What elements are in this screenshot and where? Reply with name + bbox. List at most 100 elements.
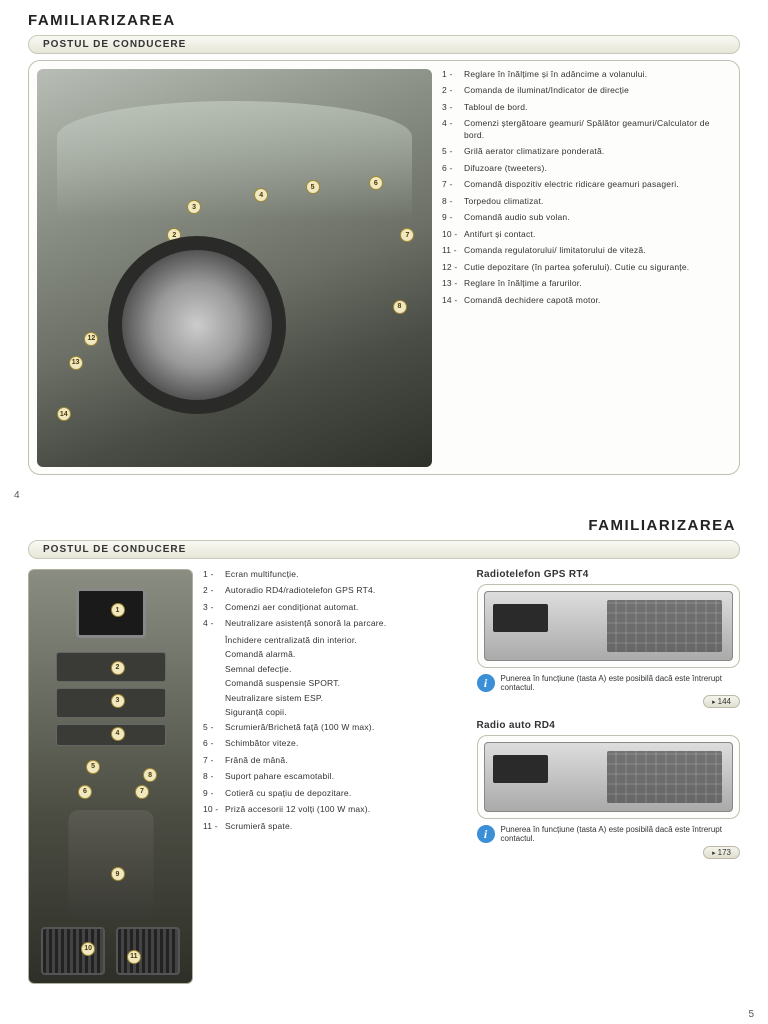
legend-number: 10 -	[442, 229, 464, 240]
legend-item: 7 -Comandă dispozitiv electric ridicare …	[442, 179, 731, 190]
legend-number: 4 -	[203, 618, 225, 629]
info-icon: i	[477, 674, 495, 692]
legend-subitem: Comandă suspensie SPORT.	[225, 678, 467, 689]
legend-item: 8 -Torpedou climatizat.	[442, 196, 731, 207]
legend-text: Torpedou climatizat.	[464, 196, 731, 207]
legend-item: 10 -Priză accesorii 12 volți (100 W max)…	[203, 804, 467, 815]
callout-marker: 10	[81, 942, 95, 956]
legend-text: Comanda de iluminat/Indicator de direcți…	[464, 85, 731, 96]
legend-number: 14 -	[442, 295, 464, 306]
legend-item: 3 -Tabloul de bord.	[442, 102, 731, 113]
legend-number: 7 -	[442, 179, 464, 190]
legend-text: Reglare în înălțime a farurilor.	[464, 278, 731, 289]
radio-rt4-illustration	[484, 591, 734, 661]
section-header: POSTUL DE CONDUCERE	[28, 35, 740, 54]
legend-number: 12 -	[442, 262, 464, 273]
callout-marker: 12	[84, 332, 98, 346]
legend-text: Scrumieră/Brichetă față (100 W max).	[225, 722, 467, 733]
legend-item: 1 -Ecran multifuncție.	[203, 569, 467, 580]
callout-marker: 6	[78, 785, 92, 799]
info-icon: i	[477, 825, 495, 843]
legend-text: Comanda regulatorului/ limitatorului de …	[464, 245, 731, 256]
callout-marker: 1	[111, 603, 125, 617]
legend-text: Comenzi ștergătoare geamuri/ Spălător ge…	[464, 118, 731, 141]
callout-marker: 3	[111, 694, 125, 708]
info-note: i Punerea în funcțiune (tasta A) este po…	[477, 674, 741, 692]
section-header: POSTUL DE CONDUCERE	[28, 540, 740, 559]
legend-number: 2 -	[442, 85, 464, 96]
radio-rt4-box	[477, 584, 741, 668]
legend-item: 10 -Antifurt și contact.	[442, 229, 731, 240]
armrest	[68, 810, 153, 920]
radio-rd4-title: Radio auto RD4	[477, 720, 741, 731]
legend-number: 3 -	[442, 102, 464, 113]
legend-item: 4 -Comenzi ștergătoare geamuri/ Spălător…	[442, 118, 731, 141]
callout-marker: 4	[254, 188, 268, 202]
legend-item: 12 -Cutie depozitare (în partea șoferulu…	[442, 262, 731, 273]
callout-marker: 4	[111, 727, 125, 741]
info-text: Punerea în funcțiune (tasta A) este posi…	[501, 674, 741, 692]
callout-marker: 6	[369, 176, 383, 190]
callout-marker: 3	[187, 200, 201, 214]
legend-number: 6 -	[203, 738, 225, 749]
legend-item: 2 -Comanda de iluminat/Indicator de dire…	[442, 85, 731, 96]
callout-marker: 5	[306, 180, 320, 194]
callout-marker: 8	[143, 768, 157, 782]
legend-item: 5 -Scrumieră/Brichetă față (100 W max).	[203, 722, 467, 733]
page-title: FAMILIARIZAREA	[10, 517, 736, 534]
content-frame: 1234567891011 1 -Ecran multifuncție.2 -A…	[28, 565, 740, 990]
manual-page-4: FAMILIARIZAREA POSTUL DE CONDUCERE 12 3 4 5…	[0, 0, 768, 505]
legend-list: 1 -Ecran multifuncție.2 -Autoradio RD4/r…	[203, 569, 467, 986]
legend-text: Frână de mână.	[225, 755, 467, 766]
legend-number: 11 -	[203, 821, 225, 832]
legend-subitem: Siguranță copii.	[225, 707, 467, 718]
callout-marker: 13	[69, 356, 83, 370]
callout-marker: 2	[111, 661, 125, 675]
legend-number: 6 -	[442, 163, 464, 174]
legend-text: Comenzi aer condiționat automat.	[225, 602, 467, 613]
callout-marker: 14	[57, 407, 71, 421]
legend-text: Ecran multifuncție.	[225, 569, 467, 580]
callout-marker: 7	[400, 228, 414, 242]
legend-item: 8 -Suport pahare escamotabil.	[203, 771, 467, 782]
page-title: FAMILIARIZAREA	[28, 12, 758, 29]
legend-number: 8 -	[442, 196, 464, 207]
console-screen	[76, 588, 146, 638]
legend-item: 7 -Frână de mână.	[203, 755, 467, 766]
radio-column: Radiotelefon GPS RT4 i Punerea în funcți…	[477, 569, 741, 986]
legend-item: 3 -Comenzi aer condiționat automat.	[203, 602, 467, 613]
legend-item: 9 -Comandă audio sub volan.	[442, 212, 731, 223]
legend-number: 5 -	[203, 722, 225, 733]
radio-rt4-title: Radiotelefon GPS RT4	[477, 569, 741, 580]
legend-number: 1 -	[442, 69, 464, 80]
legend-list: 1 -Reglare în înălțime și în adâncime a …	[442, 69, 731, 466]
legend-text: Tabloul de bord.	[464, 102, 731, 113]
legend-text: Reglare în înălțime și în adâncime a vol…	[464, 69, 731, 80]
legend-number: 7 -	[203, 755, 225, 766]
legend-text: Autoradio RD4/radiotelefon GPS RT4.	[225, 585, 467, 596]
legend-number: 4 -	[442, 118, 464, 141]
legend-subitem: Închidere centralizată din interior.	[225, 635, 467, 646]
manual-page-5: FAMILIARIZAREA POSTUL DE CONDUCERE 1 2 3 4 5…	[0, 505, 768, 1024]
legend-item: 11 -Comanda regulatorului/ limitatorului…	[442, 245, 731, 256]
legend-subitem: Comandă alarmă.	[225, 649, 467, 660]
callout-marker: 11	[132, 304, 146, 318]
legend-text: Priză accesorii 12 volți (100 W max).	[225, 804, 467, 815]
console-illustration: 1234567891011	[28, 569, 193, 984]
legend-item: 13 -Reglare în înălțime a farurilor.	[442, 278, 731, 289]
legend-number: 9 -	[203, 788, 225, 799]
legend-number: 5 -	[442, 146, 464, 157]
legend-number: 9 -	[442, 212, 464, 223]
legend-number: 11 -	[442, 245, 464, 256]
legend-subitem: Neutralizare sistem ESP.	[225, 693, 467, 704]
callout-marker: 5	[86, 760, 100, 774]
legend-text: Antifurt și contact.	[464, 229, 731, 240]
legend-item: 6 -Schimbător viteze.	[203, 738, 467, 749]
legend-item: 14 -Comandă dechidere capotă motor.	[442, 295, 731, 306]
legend-text: Grilă aerator climatizare ponderată.	[464, 146, 731, 157]
callout-marker: 7	[135, 785, 149, 799]
legend-item: 11 -Scrumieră spate.	[203, 821, 467, 832]
legend-text: Comandă audio sub volan.	[464, 212, 731, 223]
legend-text: Comandă dispozitiv electric ridicare gea…	[464, 179, 731, 190]
callout-marker: 9	[235, 320, 249, 334]
